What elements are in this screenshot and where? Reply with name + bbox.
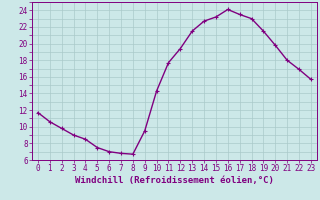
X-axis label: Windchill (Refroidissement éolien,°C): Windchill (Refroidissement éolien,°C) [75, 176, 274, 185]
